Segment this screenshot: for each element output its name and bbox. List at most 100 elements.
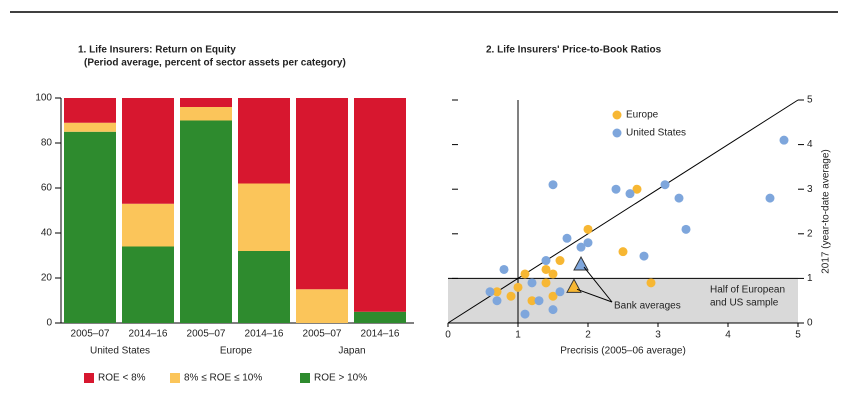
point — [618, 247, 628, 257]
bar-segment — [122, 98, 174, 204]
bar-segment — [238, 251, 290, 323]
bar-segment — [238, 183, 290, 251]
y-tick-label: 0 — [807, 318, 813, 329]
y-axis-label: 2017 (year-to-date average) — [821, 149, 832, 274]
x-tick-label: 2005–07 — [187, 329, 226, 340]
x-tick-label: 0 — [445, 330, 451, 341]
point — [527, 296, 537, 306]
bar-segment — [354, 311, 406, 323]
y-tick-label: 2 — [807, 228, 813, 239]
group-label: Japan — [338, 346, 365, 357]
x-tick-label: 1 — [515, 330, 521, 341]
point — [534, 296, 544, 306]
legend-label: ROE > 10% — [314, 373, 367, 384]
x-tick-label: 2005–07 — [71, 329, 110, 340]
annotation: Half of European — [710, 285, 785, 296]
point — [765, 193, 775, 203]
bar-segment — [64, 98, 116, 123]
point — [485, 287, 495, 297]
x-tick-label: 4 — [725, 330, 731, 341]
y-tick-label: 100 — [35, 93, 52, 104]
bar-segment — [180, 107, 232, 121]
legend-label: United States — [626, 128, 686, 139]
arrow — [576, 288, 613, 303]
point — [506, 291, 516, 301]
y-tick-label: 4 — [807, 139, 813, 150]
legend-swatch — [170, 373, 180, 383]
point — [541, 256, 551, 266]
point — [583, 224, 593, 234]
point — [541, 278, 551, 288]
point — [625, 189, 635, 199]
bar-segment — [180, 98, 232, 107]
y-tick-label: 20 — [41, 273, 53, 284]
point — [583, 238, 593, 248]
bar-segment — [64, 131, 116, 323]
bar-segment — [122, 203, 174, 247]
bank-average — [573, 255, 589, 271]
point — [548, 180, 558, 190]
y-tick-label: 40 — [41, 228, 53, 239]
bar-segment — [296, 98, 348, 290]
annotation: Bank averages — [614, 301, 681, 312]
point — [779, 135, 789, 145]
x-tick-label: 5 — [795, 330, 801, 341]
point — [492, 296, 502, 306]
bar-segment — [354, 98, 406, 312]
legend-swatch — [612, 110, 622, 120]
point — [499, 264, 509, 274]
legend-swatch — [612, 128, 622, 138]
bar-segment — [122, 246, 174, 323]
legend-swatch — [300, 373, 310, 383]
point — [555, 256, 565, 266]
point — [674, 193, 684, 203]
arrow — [583, 266, 613, 303]
y-tick-label: 3 — [807, 184, 813, 195]
point — [632, 184, 642, 194]
point — [513, 282, 523, 292]
x-tick-label: 2014–16 — [245, 329, 284, 340]
legend-swatch — [84, 373, 94, 383]
x-tick-label: 2014–16 — [129, 329, 168, 340]
point — [562, 233, 572, 243]
bar-segment — [64, 122, 116, 132]
chart-subtitle: (Period average, percent of sector asset… — [84, 58, 346, 69]
y-tick-label: 80 — [41, 138, 53, 149]
x-tick-label: 2005–07 — [303, 329, 342, 340]
legend-label: 8% ≤ ROE ≤ 10% — [184, 373, 262, 384]
point — [639, 251, 649, 261]
y-tick-label: 1 — [807, 273, 813, 284]
point — [548, 291, 558, 301]
x-tick-label: 2014–16 — [361, 329, 400, 340]
point — [681, 224, 691, 234]
point — [576, 242, 586, 252]
point — [527, 278, 537, 288]
point — [492, 287, 502, 297]
chart-title: 2. Life Insurers' Price-to-Book Ratios — [486, 45, 662, 56]
bar-segment — [296, 289, 348, 323]
point — [646, 278, 656, 288]
y-tick-label: 5 — [807, 95, 813, 106]
legend-label: ROE < 8% — [98, 373, 146, 384]
diagonal — [447, 99, 799, 324]
point — [520, 269, 530, 279]
x-tick-label: 2 — [585, 330, 591, 341]
point — [660, 180, 670, 190]
x-tick-label: 3 — [655, 330, 661, 341]
point — [541, 264, 551, 274]
point — [555, 287, 565, 297]
y-tick-label: 60 — [41, 183, 53, 194]
point — [548, 269, 558, 279]
bar-segment — [180, 120, 232, 323]
point — [520, 309, 530, 319]
group-label: Europe — [220, 346, 253, 357]
annotation: and US sample — [710, 298, 779, 309]
legend-label: Europe — [626, 110, 659, 121]
point — [548, 305, 558, 315]
group-label: United States — [90, 346, 150, 357]
chart-title: 1. Life Insurers: Return on Equity — [78, 45, 236, 56]
x-axis-label: Precrisis (2005–06 average) — [560, 346, 686, 357]
point — [611, 184, 621, 194]
